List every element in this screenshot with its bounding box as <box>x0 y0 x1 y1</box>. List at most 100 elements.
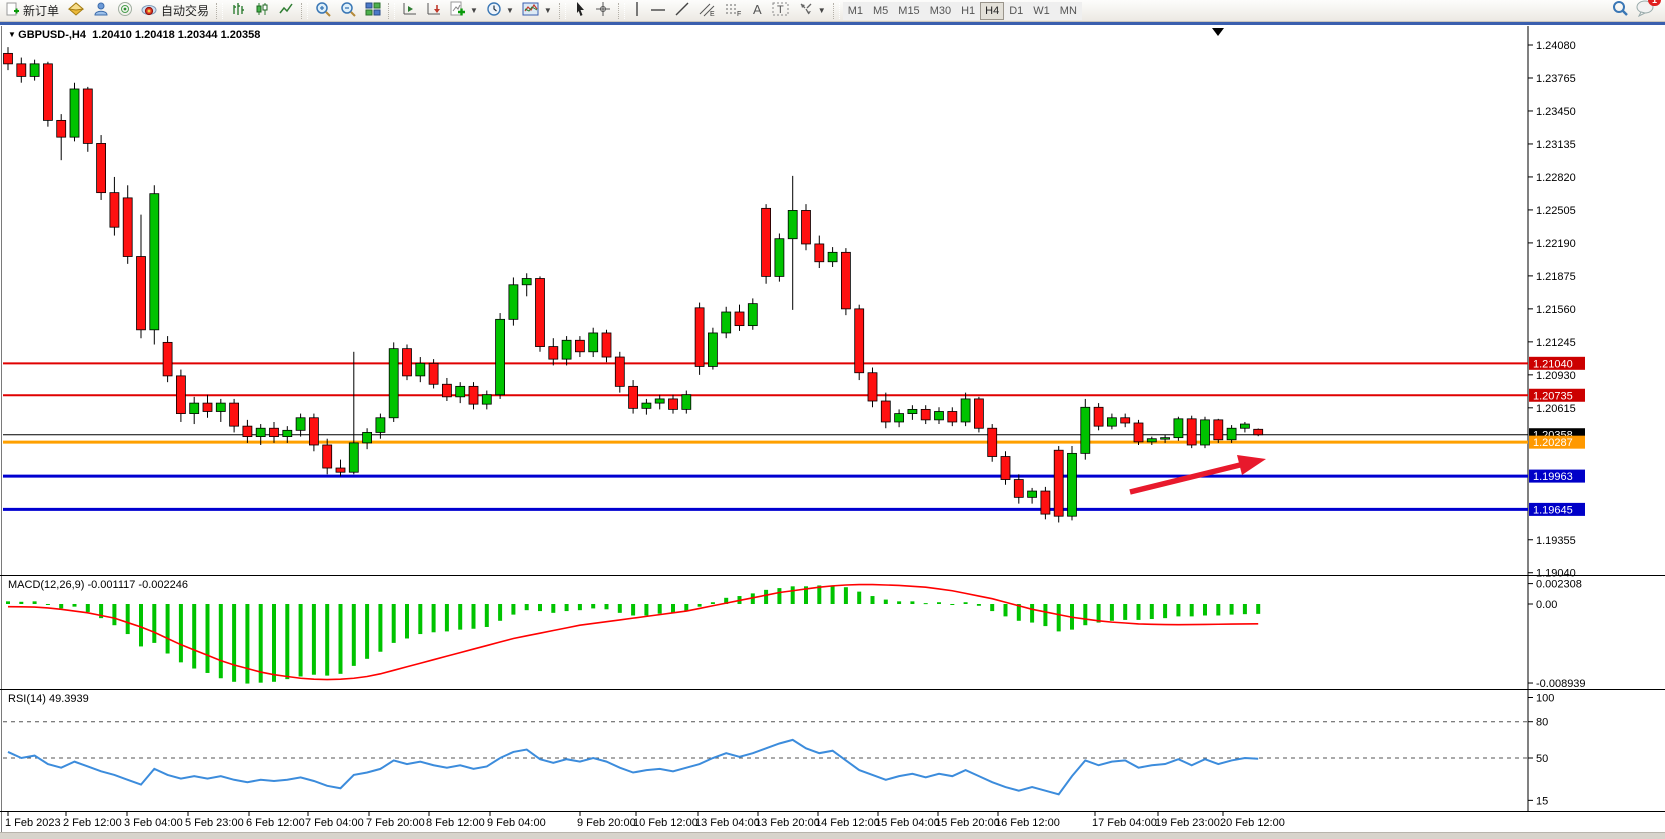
tile-windows-button[interactable] <box>361 1 385 21</box>
candlestick-chart-button[interactable] <box>250 1 274 21</box>
candle-bear <box>1213 419 1224 441</box>
time-tick-label: 1 Feb 2023 <box>5 817 61 829</box>
chart-autoscroll-button[interactable] <box>422 1 446 21</box>
horizontal-line-button[interactable] <box>646 1 670 21</box>
candle-bull <box>721 311 732 334</box>
toolbar-grip <box>832 2 840 19</box>
arrows-button[interactable]: ▼ <box>794 1 830 21</box>
candle-bear <box>428 362 439 385</box>
shift-marker-icon[interactable] <box>1212 28 1224 36</box>
chat-button[interactable]: 1 <box>1635 0 1661 22</box>
timeframe-H4[interactable]: H4 <box>980 2 1005 20</box>
candle-bear <box>82 88 93 144</box>
profiles-button[interactable] <box>89 1 113 21</box>
candle-bear <box>535 278 545 347</box>
candle-bear <box>175 375 186 414</box>
timeframe-H1[interactable]: H1 <box>956 2 981 20</box>
macd-histogram-bar <box>365 604 370 659</box>
macd-histogram-bar <box>591 604 596 609</box>
templates-button[interactable]: ▼ <box>518 1 556 21</box>
chart-canvas[interactable]: 1.24080 1.23765 1.23450 1.23135 1.22820 1.225… <box>0 25 1665 839</box>
candle-bear <box>734 311 745 327</box>
svg-text:E: E <box>710 11 715 17</box>
cursor-button[interactable] <box>569 1 591 21</box>
text-label-button[interactable]: T <box>768 1 794 21</box>
candle-bull <box>189 402 200 414</box>
macd-histogram-bar <box>910 601 915 604</box>
candle-bear <box>441 383 452 398</box>
timeframe-M15[interactable]: M15 <box>893 2 925 20</box>
macd-histogram-bar <box>1203 604 1207 616</box>
macd-histogram-bar <box>178 604 183 663</box>
profiles-icon <box>93 1 109 20</box>
market-depth-button[interactable] <box>63 1 89 21</box>
timeframe-M1[interactable]: M1 <box>842 2 868 20</box>
equidistant-channel-button[interactable]: E <box>694 1 720 21</box>
macd-histogram-bar <box>604 604 609 610</box>
timeframe-M30[interactable]: M30 <box>924 2 957 20</box>
macd-histogram-bar <box>139 604 143 647</box>
text-button[interactable]: A <box>746 1 768 21</box>
macd-histogram-bar <box>1109 604 1114 621</box>
zoom-out-button[interactable] <box>336 1 361 21</box>
window-divider <box>0 22 1665 26</box>
macd-histogram-bar <box>458 604 463 630</box>
macd-histogram-bar <box>325 604 330 676</box>
timeframe-M5[interactable]: M5 <box>868 2 894 20</box>
macd-histogram-bar <box>152 604 157 643</box>
candle-bear <box>229 402 240 427</box>
candle-bull <box>907 408 918 414</box>
crosshair-button[interactable] <box>591 1 615 21</box>
annotation-arrow-shaft[interactable] <box>1129 462 1241 495</box>
price-tick-label: 1.22820 <box>1536 172 1576 184</box>
zoom-in-button[interactable] <box>311 1 336 21</box>
vertical-line-button[interactable] <box>628 1 646 21</box>
chart-shift-button[interactable] <box>398 1 422 21</box>
time-tick-label: 15 Feb 20:00 <box>935 817 1000 829</box>
trendline-button[interactable] <box>670 1 694 21</box>
symbol-period: GBPUSD-,H4 <box>18 29 86 41</box>
price-tick-label: 1.19040 <box>1536 568 1576 580</box>
fibonacci-button[interactable]: F <box>720 1 746 21</box>
candle-bear <box>242 425 253 438</box>
timeframe-W1[interactable]: W1 <box>1028 2 1055 20</box>
candle-bull <box>1240 423 1250 429</box>
timeframe-MN[interactable]: MN <box>1054 2 1082 20</box>
line-chart-icon <box>278 1 294 20</box>
search-icon[interactable] <box>1611 0 1629 22</box>
macd-histogram-bar <box>1030 604 1035 623</box>
new-order-button[interactable]: 新订单 <box>2 1 63 21</box>
candle-bear <box>974 398 984 429</box>
macd-histogram-bar <box>298 604 303 677</box>
candle-bull <box>1173 418 1184 439</box>
line-chart-button[interactable] <box>274 1 298 21</box>
candle-bear <box>1133 422 1144 443</box>
text-icon: A <box>750 1 764 20</box>
annotation-arrow-head[interactable] <box>1237 455 1266 475</box>
candle-bull <box>481 394 492 405</box>
macd-histogram-bar <box>1149 604 1154 620</box>
macd-histogram-bar <box>1163 604 1168 619</box>
candle-bear <box>601 332 612 358</box>
candle-bull <box>415 362 426 377</box>
chart-dropdown-icon[interactable]: ▼ <box>8 30 19 39</box>
macd-histogram-bar <box>192 604 197 669</box>
bar-chart-button[interactable] <box>226 1 250 21</box>
macd-histogram-bar <box>538 604 542 612</box>
price-tick-label: 1.23135 <box>1536 139 1576 151</box>
arrows-icon <box>798 1 814 20</box>
timeframe-D1[interactable]: D1 <box>1004 2 1029 20</box>
time-tick-label: 20 Feb 12:00 <box>1220 817 1285 829</box>
auto-trading-button[interactable]: 自动交易 <box>137 1 213 21</box>
macd-histogram-bar <box>311 604 316 675</box>
signals-icon <box>117 1 133 20</box>
periods-button[interactable]: ▼ <box>482 1 518 21</box>
price-tick-label: 1.23450 <box>1536 106 1576 118</box>
candle-bear <box>16 63 27 77</box>
candle-bear <box>1093 406 1104 427</box>
candle-bear <box>880 400 891 423</box>
signals-button[interactable] <box>113 1 137 21</box>
candle-bull <box>455 385 466 398</box>
indicators-add-button[interactable]: ▼ <box>446 1 482 21</box>
macd-histogram-bar <box>205 604 210 673</box>
